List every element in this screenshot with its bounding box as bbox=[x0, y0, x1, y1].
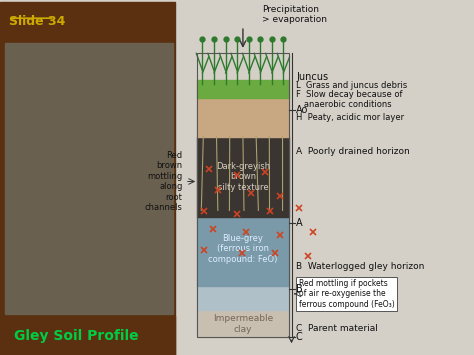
Text: A: A bbox=[296, 218, 302, 229]
Text: A  Poorly drained horizon: A Poorly drained horizon bbox=[296, 147, 410, 156]
Text: Gley Soil Profile: Gley Soil Profile bbox=[14, 329, 139, 343]
Bar bbox=[197, 53, 289, 337]
Text: Juncus: Juncus bbox=[296, 72, 328, 82]
Bar bbox=[197, 310, 289, 337]
Text: Dark-greyish
brown
silty texture: Dark-greyish brown silty texture bbox=[216, 162, 270, 192]
Text: C: C bbox=[296, 332, 302, 342]
Text: B: B bbox=[296, 284, 302, 294]
Bar bbox=[197, 286, 289, 310]
Text: Red mottling if pockets
of air re-oxygenise the
ferrous compound (FeO₃): Red mottling if pockets of air re-oxygen… bbox=[299, 279, 394, 309]
Text: Blue-grey
(ferrous iron
compound: FeO): Blue-grey (ferrous iron compound: FeO) bbox=[208, 234, 278, 264]
Text: F  Slow decay because of
   anaerobic conditions: F Slow decay because of anaerobic condit… bbox=[296, 90, 403, 109]
Text: B  Waterlogged gley horizon: B Waterlogged gley horizon bbox=[296, 262, 425, 272]
Text: Slide 34: Slide 34 bbox=[9, 15, 66, 28]
Bar bbox=[197, 98, 289, 137]
Text: Precipitation
> evaporation: Precipitation > evaporation bbox=[262, 5, 327, 24]
Bar bbox=[197, 80, 289, 98]
Bar bbox=[197, 137, 289, 218]
Bar bbox=[0, 2, 175, 355]
Text: H  Peaty, acidic mor layer: H Peaty, acidic mor layer bbox=[296, 113, 404, 121]
Text: Ao: Ao bbox=[296, 104, 308, 115]
Text: C  Parent material: C Parent material bbox=[296, 324, 378, 333]
Text: Impermeable
clay: Impermeable clay bbox=[213, 314, 273, 334]
Text: Red
brown
mottling
along
root
channels: Red brown mottling along root channels bbox=[145, 151, 182, 212]
Bar bbox=[5, 43, 173, 315]
Bar bbox=[0, 316, 175, 355]
Bar bbox=[197, 218, 289, 286]
Text: L  Grass and juncus debris: L Grass and juncus debris bbox=[296, 81, 408, 90]
